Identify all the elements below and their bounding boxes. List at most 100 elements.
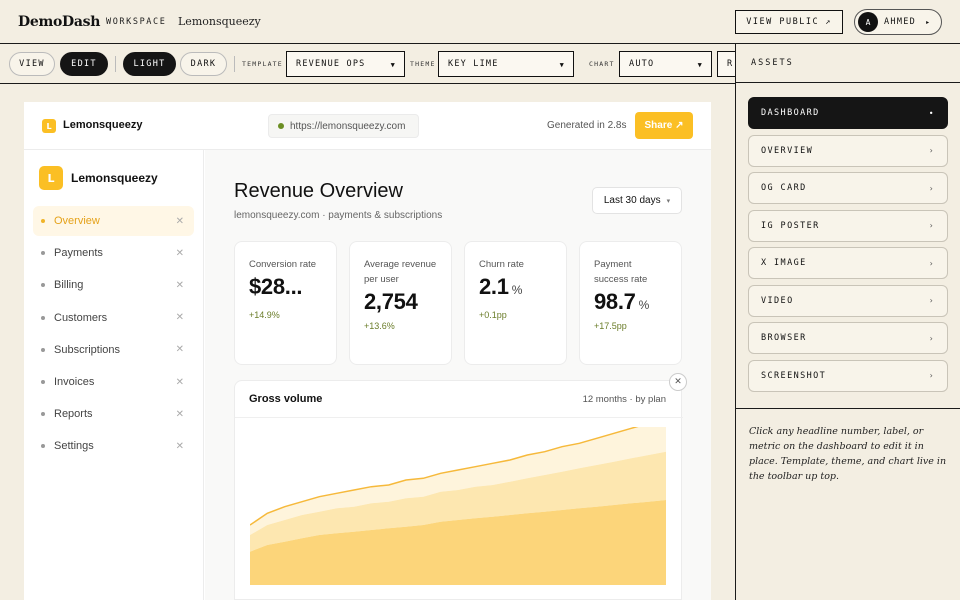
assets-divider [736, 408, 960, 409]
sidebar-item-label: Reports [54, 408, 93, 421]
kpi-value: 2,754 [364, 289, 418, 314]
dot-icon: • [928, 108, 935, 118]
status-dot-icon [278, 123, 284, 129]
kpi-card-churn[interactable]: Churn rate 2.1% +0.1pp [464, 241, 567, 365]
kpi-value: $28... [249, 274, 303, 299]
theme-select[interactable]: KEY LIME ▼ [438, 51, 574, 77]
chevron-right-icon: › [928, 146, 935, 155]
view-mode-button[interactable]: VIEW [9, 52, 55, 76]
avatar: A [858, 12, 878, 32]
asset-item-overview[interactable]: OVERVIEW › [748, 134, 948, 167]
sidebar-item-label: Subscriptions [54, 343, 121, 356]
overflow-value: R [727, 59, 734, 69]
asset-item-label: OG CARD [761, 183, 807, 193]
view-public-button[interactable]: VIEW PUBLIC ↗ [735, 10, 843, 34]
light-mode-button[interactable]: LIGHT [123, 52, 176, 76]
chevron-right-icon: › [928, 221, 935, 230]
asset-item-label: BROWSER [761, 333, 807, 343]
gross-volume-card[interactable]: Gross volume 12 months · by plan [234, 380, 683, 600]
sidebar-item-billing[interactable]: Billing ✕ [33, 270, 194, 300]
bullet-icon [41, 347, 45, 352]
brand-logo: L [42, 119, 56, 133]
template-value: REVENUE OPS [296, 59, 366, 69]
workspace-name[interactable]: Lemonsqueezy [178, 15, 261, 28]
kpi-card-conversion[interactable]: Conversion rate $28... +14.9% [234, 241, 337, 365]
remove-icon[interactable]: ✕ [175, 408, 184, 420]
edit-mode-button[interactable]: EDIT [60, 52, 108, 76]
chart-select[interactable]: AUTO ▼ [619, 51, 712, 77]
top-bar: DemoDash · WORKSPACE Lemonsqueezy VIEW P… [0, 0, 960, 44]
kpi-delta: +14.9% [249, 310, 280, 320]
chevron-down-icon: ▼ [559, 61, 565, 69]
sidebar-item-label: Payments [54, 247, 103, 260]
kpi-card-arpu[interactable]: Average revenue per user 2,754 +13.6% [349, 241, 452, 365]
asset-item-browser[interactable]: BROWSER › [748, 322, 948, 354]
sidebar-item-reports[interactable]: Reports ✕ [33, 399, 194, 429]
sidebar-item-settings[interactable]: Settings ✕ [33, 431, 194, 461]
gross-volume-chart [250, 427, 666, 585]
chart-divider [235, 417, 683, 418]
overflow-select[interactable]: R [717, 51, 735, 77]
chevron-right-icon: › [928, 296, 935, 305]
remove-icon[interactable]: ✕ [175, 247, 184, 259]
sidebar-item-overview[interactable]: Overview ✕ [33, 206, 194, 236]
assets-help-text: Click any headline number, label, or met… [749, 426, 947, 482]
sidebar-item-customers[interactable]: Customers ✕ [33, 303, 194, 333]
kpi-label: Average revenue per user [364, 259, 437, 285]
sidebar-item-label: Invoices [54, 376, 95, 388]
generated-time: Generated in 2.8s [547, 120, 627, 131]
asset-item-label: X IMAGE [761, 258, 807, 268]
sidebar-item-subscriptions[interactable]: Subscriptions ✕ [33, 335, 194, 365]
bullet-icon [41, 412, 45, 417]
sidebar-brand[interactable]: Lemonsqueezy [71, 171, 158, 185]
app-brand[interactable]: DemoDash [18, 14, 101, 30]
toolbar-divider [115, 56, 116, 72]
preview-sidebar: L Lemonsqueezy Overview ✕ Payments ✕ Billing… [24, 150, 204, 600]
asset-item-ig-poster[interactable]: IG POSTER › [748, 209, 948, 242]
asset-item-video[interactable]: VIDEO › [748, 284, 948, 317]
area-series-1 [250, 451, 666, 552]
kpi-label: Churn rate [479, 259, 524, 270]
chevron-down-icon: ▾ [666, 197, 671, 205]
url-bar[interactable]: https://lemonsqueezy.com [268, 114, 419, 138]
toolbar-divider [234, 56, 235, 72]
remove-icon[interactable]: ✕ [175, 440, 184, 452]
remove-icon[interactable]: ✕ [175, 344, 184, 356]
bullet-icon [41, 219, 45, 223]
template-select[interactable]: REVENUE OPS ▼ [286, 51, 405, 77]
sidebar-item-label: Settings [54, 440, 94, 453]
kpi-delta: +17.5pp [594, 321, 627, 331]
remove-icon[interactable]: ✕ [175, 312, 184, 324]
caret-right-icon: ▸ [926, 18, 930, 26]
area-series-2 [250, 427, 666, 535]
dark-mode-button[interactable]: DARK [180, 52, 227, 76]
asset-item-label: VIDEO [761, 295, 794, 306]
sidebar-item-payments[interactable]: Payments ✕ [33, 238, 194, 268]
preview-brand[interactable]: Lemonsqueezy [63, 119, 143, 131]
chart-title: Gross volume [249, 393, 323, 405]
asset-item-x-image[interactable]: X IMAGE › [748, 247, 948, 279]
page-title[interactable]: Revenue Overview [234, 180, 403, 202]
bullet-icon [41, 283, 45, 288]
area-series-0 [250, 500, 666, 585]
total-line [250, 427, 639, 526]
chevron-down-icon: ▼ [697, 61, 703, 69]
theme-label: THEME [410, 60, 436, 68]
asset-item-og-card[interactable]: OG CARD › [748, 172, 948, 204]
remove-icon[interactable]: ✕ [175, 376, 184, 388]
date-range-select[interactable]: Last 30 days ▾ [592, 187, 682, 214]
close-icon[interactable]: ✕ [669, 373, 687, 391]
remove-icon[interactable]: ✕ [175, 215, 184, 227]
asset-item-screenshot[interactable]: SCREENSHOT › [748, 359, 948, 392]
page-subtitle[interactable]: lemonsqueezy.com · payments & subscripti… [234, 210, 443, 221]
share-button[interactable]: Share ↗ [635, 112, 693, 139]
kpi-card-payment-success[interactable]: Payment success rate 98.7% +17.5pp [579, 241, 682, 365]
asset-item-dashboard[interactable]: DASHBOARD • [748, 97, 948, 129]
bullet-icon [41, 315, 45, 320]
bullet-icon [41, 380, 45, 384]
toolbar: VIEW EDIT LIGHT DARK TEMPLATE REVENUE OP… [0, 44, 735, 84]
date-range-label: Last 30 days [603, 195, 661, 206]
remove-icon[interactable]: ✕ [175, 279, 184, 291]
sidebar-item-invoices[interactable]: Invoices ✕ [33, 367, 194, 397]
user-menu[interactable]: A AHMED ▸ [854, 9, 942, 35]
